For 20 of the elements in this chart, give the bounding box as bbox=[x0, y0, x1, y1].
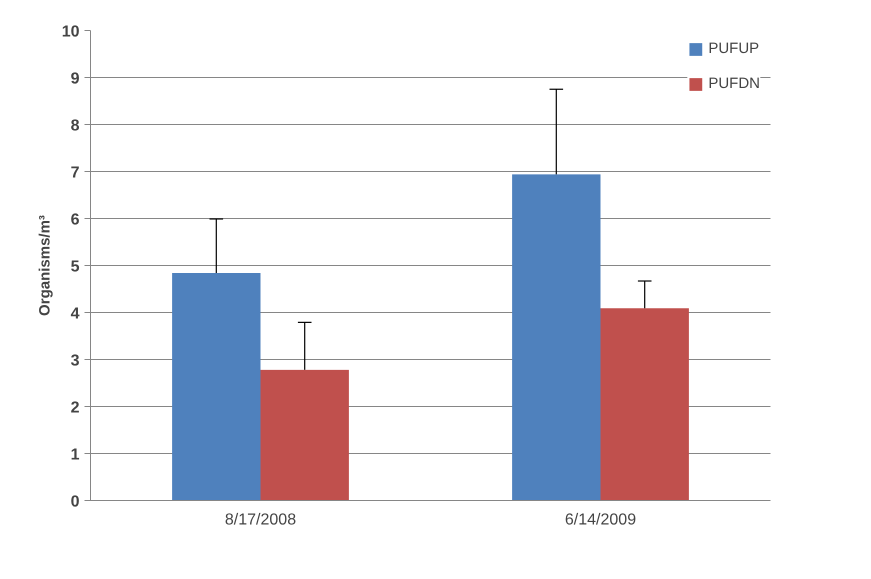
y-axis-title: Organisms/m³ bbox=[36, 215, 54, 316]
bar bbox=[260, 370, 349, 500]
legend-label: PUFUP bbox=[708, 40, 760, 57]
legend-label: PUFDN bbox=[708, 75, 760, 92]
y-tick-label: 1 bbox=[70, 446, 80, 464]
bar bbox=[172, 273, 260, 500]
y-tick-label: 7 bbox=[70, 164, 80, 182]
bar bbox=[512, 174, 600, 500]
x-tick-label: 6/14/2009 bbox=[564, 512, 636, 528]
y-tick-label: 6 bbox=[70, 212, 80, 228]
x-tick-label: 8/17/2008 bbox=[224, 512, 296, 528]
y-tick-label: 8 bbox=[70, 118, 80, 134]
bar bbox=[600, 308, 689, 500]
y-tick-label: 5 bbox=[70, 258, 80, 276]
y-tick-label: 0 bbox=[70, 494, 80, 510]
y-tick-label: 10 bbox=[62, 24, 80, 40]
y-tick-label: 9 bbox=[70, 70, 80, 88]
y-tick-label: 2 bbox=[70, 400, 80, 416]
y-tick-label: 3 bbox=[70, 352, 80, 370]
y-tick-label: 4 bbox=[70, 306, 80, 322]
